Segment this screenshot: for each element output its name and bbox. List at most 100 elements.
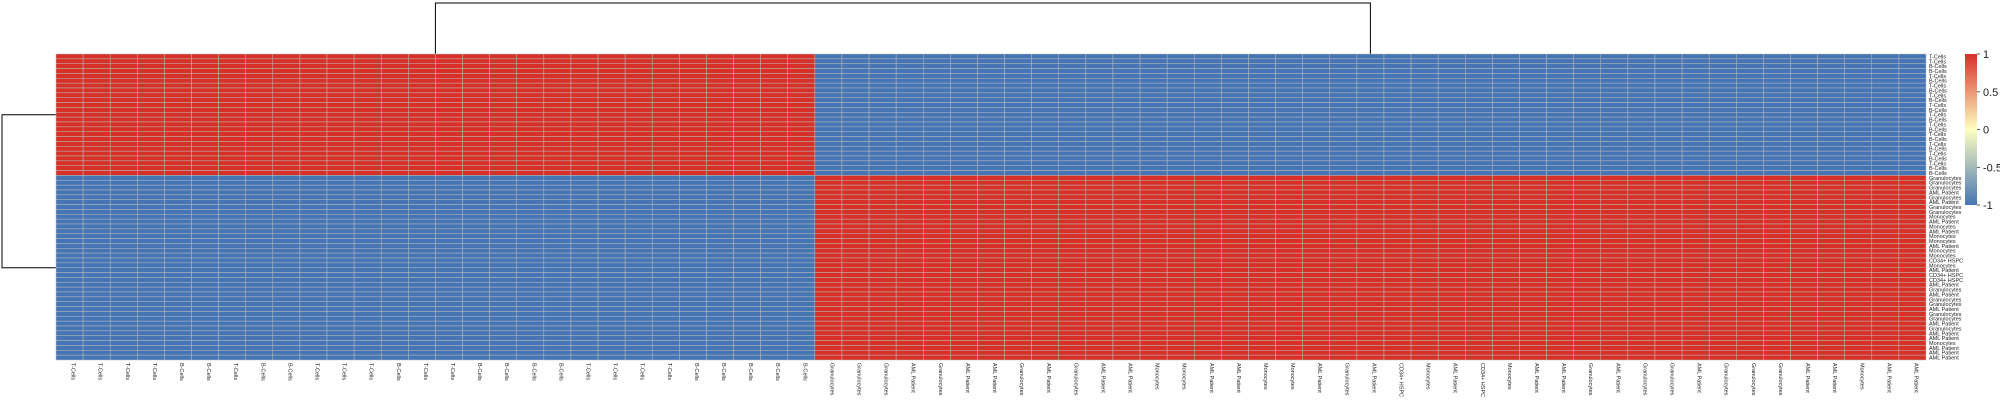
heatmap-cell (1844, 272, 1873, 278)
heatmap-cell (489, 165, 517, 171)
heatmap-cell (272, 78, 301, 84)
heatmap-cell (1546, 218, 1574, 225)
heatmap-cell (1465, 252, 1493, 259)
heatmap-cell (218, 136, 246, 142)
heatmap-cell (1248, 345, 1276, 351)
heatmap-cell (624, 325, 653, 332)
heatmap-cell (1139, 121, 1168, 128)
heatmap-cell (191, 277, 219, 283)
heatmap-cell (1817, 330, 1845, 336)
heatmap-cell (1221, 330, 1249, 336)
heatmap-cell (760, 296, 788, 302)
heatmap-cell (1492, 82, 1520, 89)
heatmap-cell (1492, 184, 1520, 191)
heatmap-cell (651, 97, 680, 103)
heatmap-cell (570, 267, 599, 273)
heatmap-cell (1383, 146, 1412, 152)
heatmap-cell (218, 248, 246, 254)
heatmap-cell (1031, 214, 1060, 220)
heatmap-cell (1248, 209, 1276, 215)
heatmap-cell (1898, 218, 1927, 225)
heatmap-cell (109, 112, 138, 118)
heatmap-cell (679, 272, 707, 278)
heatmap-cell (1166, 194, 1195, 200)
heatmap-cell (1410, 248, 1439, 254)
heatmap-cell (1410, 112, 1439, 118)
heatmap-cell (1817, 320, 1845, 327)
heatmap-cell (164, 68, 192, 74)
heatmap-cell (760, 82, 788, 89)
heatmap-cell (408, 282, 436, 288)
heatmap-cell (1410, 286, 1439, 293)
heatmap-cell (1139, 330, 1168, 336)
heatmap-cell (164, 228, 192, 234)
heatmap-cell (868, 73, 897, 79)
heatmap-cell (1573, 257, 1602, 264)
heatmap-cell (435, 82, 463, 89)
heatmap-cell (1329, 107, 1358, 113)
heatmap-cell (191, 311, 219, 317)
heatmap-cell (1573, 277, 1602, 283)
heatmap-cell (245, 282, 274, 288)
heatmap-cell (1465, 335, 1493, 341)
heatmap-cell (1763, 350, 1791, 356)
heatmap-cell (1627, 146, 1656, 152)
heatmap-cell (435, 218, 463, 225)
heatmap-cell (1004, 345, 1032, 351)
heatmap-cell (109, 82, 138, 89)
heatmap-cell (1031, 141, 1060, 147)
heatmap-cell (1627, 330, 1656, 336)
heatmap-cell (1275, 306, 1303, 312)
heatmap-cell (1817, 180, 1845, 186)
heatmap-cell (679, 136, 707, 142)
heatmap-cell (1139, 248, 1168, 254)
heatmap-cell (1410, 335, 1439, 341)
heatmap-cell (353, 53, 382, 60)
heatmap-cell (1112, 335, 1141, 341)
heatmap-cell (706, 296, 734, 302)
heatmap-cell (1058, 291, 1087, 298)
heatmap-cell (326, 248, 355, 254)
heatmap-cell (1248, 146, 1276, 152)
heatmap-cell (1356, 286, 1385, 293)
heatmap-cell (1492, 243, 1520, 249)
heatmap-cell (950, 223, 978, 230)
heatmap-cell (868, 282, 897, 288)
heatmap-cell (706, 97, 734, 103)
heatmap-cell (706, 257, 734, 264)
heatmap-cell (1031, 116, 1060, 123)
heatmap-cell (1465, 262, 1493, 268)
heatmap-cell (191, 214, 219, 220)
heatmap-cell (1166, 97, 1195, 103)
heatmap-cell (380, 350, 409, 356)
heatmap-cell (1085, 345, 1114, 351)
heatmap-cell (597, 194, 626, 200)
heatmap-cell (1166, 301, 1195, 307)
heatmap-cell (651, 155, 680, 162)
heatmap-cell (1736, 325, 1764, 332)
heatmap-cell (1275, 165, 1303, 171)
heatmap-cell (570, 189, 599, 196)
heatmap-cell (570, 87, 599, 94)
heatmap-cell (733, 146, 761, 152)
heatmap-cell (977, 267, 1005, 273)
heatmap-cell (1437, 209, 1466, 215)
heatmap-cell (1790, 345, 1818, 351)
heatmap-cell (1383, 165, 1412, 171)
heatmap-cell (1871, 184, 1900, 191)
heatmap-cell (191, 286, 219, 293)
heatmap-cell (489, 112, 517, 118)
heatmap-cell (272, 262, 301, 268)
heatmap-cell (977, 354, 1005, 361)
heatmap-cell (1248, 257, 1276, 264)
heatmap-cell (1248, 204, 1276, 210)
heatmap-cell (706, 194, 734, 200)
heatmap-cell (651, 325, 680, 332)
heatmap-cell (1763, 223, 1791, 230)
heatmap-cell (679, 87, 707, 94)
heatmap-cell (380, 267, 409, 273)
heatmap-cell (137, 223, 165, 230)
heatmap-cell (679, 175, 707, 181)
heatmap-cell (814, 146, 843, 152)
heatmap-cell (895, 267, 924, 273)
